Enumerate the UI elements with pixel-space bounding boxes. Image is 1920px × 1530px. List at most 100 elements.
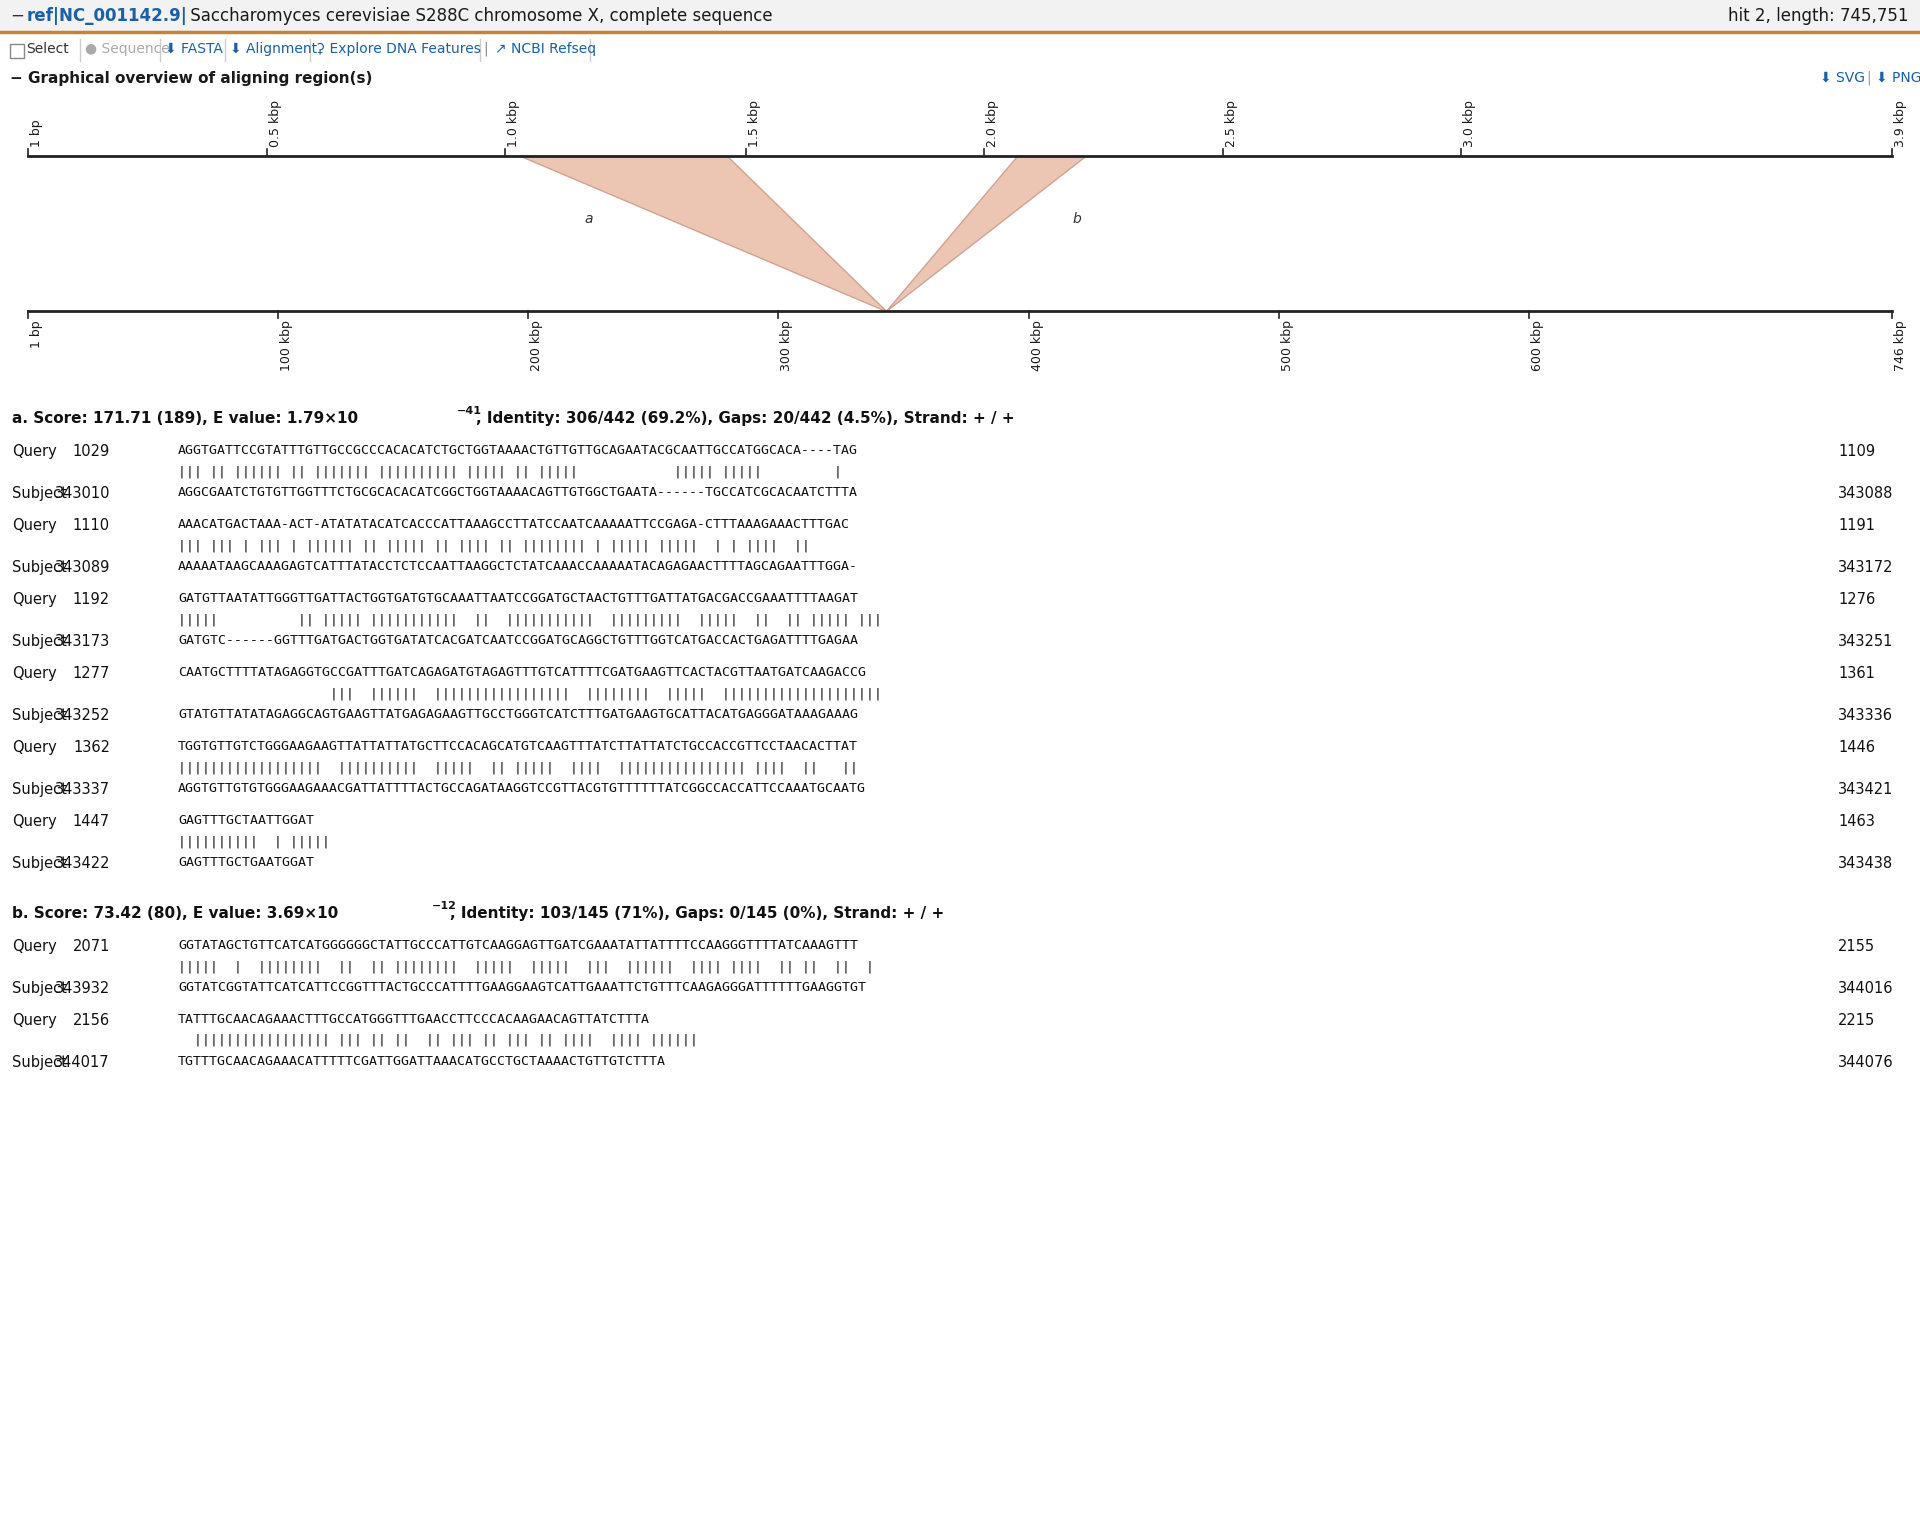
Text: 343172: 343172 — [1837, 560, 1893, 575]
Text: 1029: 1029 — [73, 444, 109, 459]
Text: GAGTTTGCTGAATGGAT: GAGTTTGCTGAATGGAT — [179, 855, 315, 869]
Text: ⚳ Explore DNA Features: ⚳ Explore DNA Features — [315, 41, 480, 57]
Text: 400 kbp: 400 kbp — [1031, 320, 1044, 370]
Text: 343932: 343932 — [56, 981, 109, 996]
Text: 1447: 1447 — [73, 814, 109, 829]
Text: 344076: 344076 — [1837, 1056, 1893, 1069]
Text: 343173: 343173 — [56, 633, 109, 649]
Text: b: b — [1073, 211, 1081, 225]
Text: ref|NC_001142.9|: ref|NC_001142.9| — [27, 8, 188, 24]
Text: 3.9 kbp: 3.9 kbp — [1893, 101, 1907, 147]
Text: Subject: Subject — [12, 1056, 67, 1069]
Text: a: a — [584, 211, 593, 225]
Text: 1 bp: 1 bp — [31, 119, 42, 147]
Text: ||| || |||||| || ||||||| |||||||||| ||||| || |||||            ||||| |||||       : ||| || |||||| || ||||||| |||||||||| ||||… — [179, 465, 843, 477]
Text: ⬇ SVG: ⬇ SVG — [1820, 70, 1864, 86]
Text: 343438: 343438 — [1837, 855, 1893, 871]
Text: 1361: 1361 — [1837, 666, 1874, 681]
Text: 343252: 343252 — [54, 708, 109, 724]
Text: ⬇ PNG: ⬇ PNG — [1876, 70, 1920, 86]
Text: GATGTTAATATTGGGTTGATTACTGGTGATGTGCAAATTAATCCGGATGCTAACTGTTTGATTATGACGACCGAAATTTT: GATGTTAATATTGGGTTGATTACTGGTGATGTGCAAATTA… — [179, 592, 858, 604]
Text: Query: Query — [12, 939, 58, 955]
Text: 344017: 344017 — [54, 1056, 109, 1069]
Text: −: − — [10, 8, 23, 24]
Text: 1.0 kbp: 1.0 kbp — [507, 99, 520, 147]
Text: ⬇ Alignment: ⬇ Alignment — [230, 41, 317, 57]
Text: |: | — [1866, 70, 1870, 86]
Text: Query: Query — [12, 741, 58, 754]
Text: GGTATAGCTGTTCATCATGGGGGGCTATTGCCCATTGTCAAGGAGTTGATCGAAATATTATTTTCCAAGGGTTTTATCAA: GGTATAGCTGTTCATCATGGGGGGCTATTGCCCATTGTCA… — [179, 939, 858, 952]
Text: 343010: 343010 — [54, 487, 109, 500]
Text: |||||          || ||||| |||||||||||  ||  |||||||||||  |||||||||  |||||  ||  || |: ||||| || ||||| ||||||||||| || ||||||||||… — [179, 614, 881, 626]
Text: Subject: Subject — [12, 487, 67, 500]
Text: 343089: 343089 — [54, 560, 109, 575]
Polygon shape — [887, 156, 1087, 311]
Text: AGGTGTTGTGTGGGAAGAAACGATTATTTTACTGCCAGATAAGGTCCGTTACGTGTTTTTTATCGGCCACCATTCCAAAT: AGGTGTTGTGTGGGAAGAAACGATTATTTTACTGCCAGAT… — [179, 782, 866, 796]
Bar — [0, 0, 1920, 32]
Text: GAGTTTGCTAATTGGAT: GAGTTTGCTAATTGGAT — [179, 814, 315, 828]
Text: Subject: Subject — [12, 633, 67, 649]
Text: 2.5 kbp: 2.5 kbp — [1225, 99, 1238, 147]
Text: Subject: Subject — [12, 981, 67, 996]
Text: 343336: 343336 — [1837, 708, 1893, 724]
Text: a. Score: 171.71 (189), E value: 1.79×10: a. Score: 171.71 (189), E value: 1.79×10 — [12, 412, 359, 425]
Text: 500 kbp: 500 kbp — [1281, 320, 1294, 370]
Text: 2071: 2071 — [73, 939, 109, 955]
Bar — [10, 44, 23, 58]
Text: GATGTC------GGTTTGATGACTGGTGATATCACGATCAATCCGGATGCAGGCTGTTTGGTCATGACCACTGAGATTTT: GATGTC------GGTTTGATGACTGGTGATATCACGATCA… — [179, 633, 858, 647]
Text: TATTTGCAACAGAAACTTTGCCATGGGTTTGAACCTTCCCACAAGAACAGTTATCTTTA: TATTTGCAACAGAAACTTTGCCATGGGTTTGAACCTTCCC… — [179, 1013, 651, 1027]
Text: AGGCGAATCTGTGTTGGTTTCTGCGCACACATCGGCTGGTAAAACAGTTGTGGCTGAATA------TGCCATCGCACAAT: AGGCGAATCTGTGTTGGTTTCTGCGCACACATCGGCTGGT… — [179, 487, 858, 499]
Text: AGGTGATTCCGTATTTGTTGCCGCCCACACATCTGCTGGTAAAACTGTTGTTGCAGAATACGCAATTGCCATGGCACA--: AGGTGATTCCGTATTTGTTGCCGCCCACACATCTGCTGGT… — [179, 444, 858, 457]
Text: Subject: Subject — [12, 560, 67, 575]
Text: Subject: Subject — [12, 855, 67, 871]
Text: |: | — [484, 41, 488, 57]
Text: −12: −12 — [432, 901, 457, 910]
Polygon shape — [520, 156, 887, 311]
Text: Query: Query — [12, 666, 58, 681]
Text: Query: Query — [12, 814, 58, 829]
Text: Query: Query — [12, 1013, 58, 1028]
Text: 343337: 343337 — [56, 782, 109, 797]
Text: TGGTGTTGTCTGGGAAGAAGTTATTATTATGCTTCCACAGCATGTCAAGTTTATCTTATTATCTGCCACCGTTCCTAACA: TGGTGTTGTCTGGGAAGAAGTTATTATTATGCTTCCACAG… — [179, 741, 858, 753]
Text: 1110: 1110 — [73, 519, 109, 532]
Text: Saccharomyces cerevisiae S288C chromosome X, complete sequence: Saccharomyces cerevisiae S288C chromosom… — [184, 8, 772, 24]
Text: 1463: 1463 — [1837, 814, 1874, 829]
Text: Query: Query — [12, 519, 58, 532]
Text: AAAAATAAGCAAAGAGTCATTTATACCTCTCCAATTAAGGCTCTATCAAACCAAAAATACAGAGAACTTTTAGCAGAATT: AAAAATAAGCAAAGAGTCATTTATACCTCTCCAATTAAGG… — [179, 560, 858, 574]
Text: 1109: 1109 — [1837, 444, 1876, 459]
Text: ↗ NCBI Refseq: ↗ NCBI Refseq — [495, 41, 595, 57]
Text: ||| ||| | ||| | |||||| || ||||| || |||| || |||||||| | ||||| |||||  | | ||||  ||: ||| ||| | ||| | |||||| || ||||| || |||| … — [179, 539, 810, 552]
Text: 1191: 1191 — [1837, 519, 1876, 532]
Text: − Graphical overview of aligning region(s): − Graphical overview of aligning region(… — [10, 70, 372, 86]
Text: 2215: 2215 — [1837, 1013, 1876, 1028]
Text: 2.0 kbp: 2.0 kbp — [987, 99, 998, 147]
Text: ⬇ FASTA: ⬇ FASTA — [165, 41, 223, 57]
Text: 1276: 1276 — [1837, 592, 1876, 607]
Text: 343088: 343088 — [1837, 487, 1893, 500]
Text: hit 2, length: 745,751: hit 2, length: 745,751 — [1728, 8, 1908, 24]
Text: GGTATCGGTATTCATCATTCCGGTTTACTGCCCATTTTGAAGGAAGTCATTGAAATTCTGTTTCAAGAGGGATTTTTTGA: GGTATCGGTATTCATCATTCCGGTTTACTGCCCATTTTGA… — [179, 981, 866, 994]
Text: , Identity: 103/145 (71%), Gaps: 0/145 (0%), Strand: + / +: , Identity: 103/145 (71%), Gaps: 0/145 (… — [451, 906, 945, 921]
Text: TGTTTGCAACAGAAACATTTTTCGATTGGATTAAACATGCCTGCTAAAACTGTTGTCTTTA: TGTTTGCAACAGAAACATTTTTCGATTGGATTAAACATGC… — [179, 1056, 666, 1068]
Text: 2156: 2156 — [73, 1013, 109, 1028]
Text: ||||||||||  | |||||: |||||||||| | ||||| — [179, 835, 330, 848]
Text: 300 kbp: 300 kbp — [780, 320, 793, 370]
Text: b. Score: 73.42 (80), E value: 3.69×10: b. Score: 73.42 (80), E value: 3.69×10 — [12, 906, 338, 921]
Text: Select: Select — [27, 41, 69, 57]
Text: 343421: 343421 — [1837, 782, 1893, 797]
Text: ||||||||||||||||| ||| || ||  || ||| || ||| || ||||  |||| ||||||: ||||||||||||||||| ||| || || || ||| || ||… — [179, 1034, 699, 1047]
Text: 1362: 1362 — [73, 741, 109, 754]
Text: Subject: Subject — [12, 782, 67, 797]
Text: GTATGTTATATAGAGGCAGTGAAGTTATGAGAGAAGTTGCCTGGGTCATCTTTGATGAAGTGCATTACATGAGGGATAAA: GTATGTTATATAGAGGCAGTGAAGTTATGAGAGAAGTTGC… — [179, 708, 858, 721]
Text: 600 kbp: 600 kbp — [1530, 320, 1544, 370]
Text: , Identity: 306/442 (69.2%), Gaps: 20/442 (4.5%), Strand: + / +: , Identity: 306/442 (69.2%), Gaps: 20/44… — [476, 412, 1014, 425]
Text: 344016: 344016 — [1837, 981, 1893, 996]
Text: 0.5 kbp: 0.5 kbp — [269, 99, 282, 147]
Text: 3.0 kbp: 3.0 kbp — [1463, 99, 1476, 147]
Text: 1 bp: 1 bp — [31, 320, 42, 347]
Text: ||||||||||||||||||  ||||||||||  |||||  || |||||  ||||  |||||||||||||||| ||||  ||: |||||||||||||||||| |||||||||| ||||| || |… — [179, 760, 858, 774]
Text: 343251: 343251 — [1837, 633, 1893, 649]
Text: 200 kbp: 200 kbp — [530, 320, 543, 370]
Text: |||||  |  ||||||||  ||  || ||||||||  |||||  |||||  |||  ||||||  |||| ||||  || ||: ||||| | |||||||| || || |||||||| ||||| ||… — [179, 959, 874, 973]
Text: 1277: 1277 — [73, 666, 109, 681]
